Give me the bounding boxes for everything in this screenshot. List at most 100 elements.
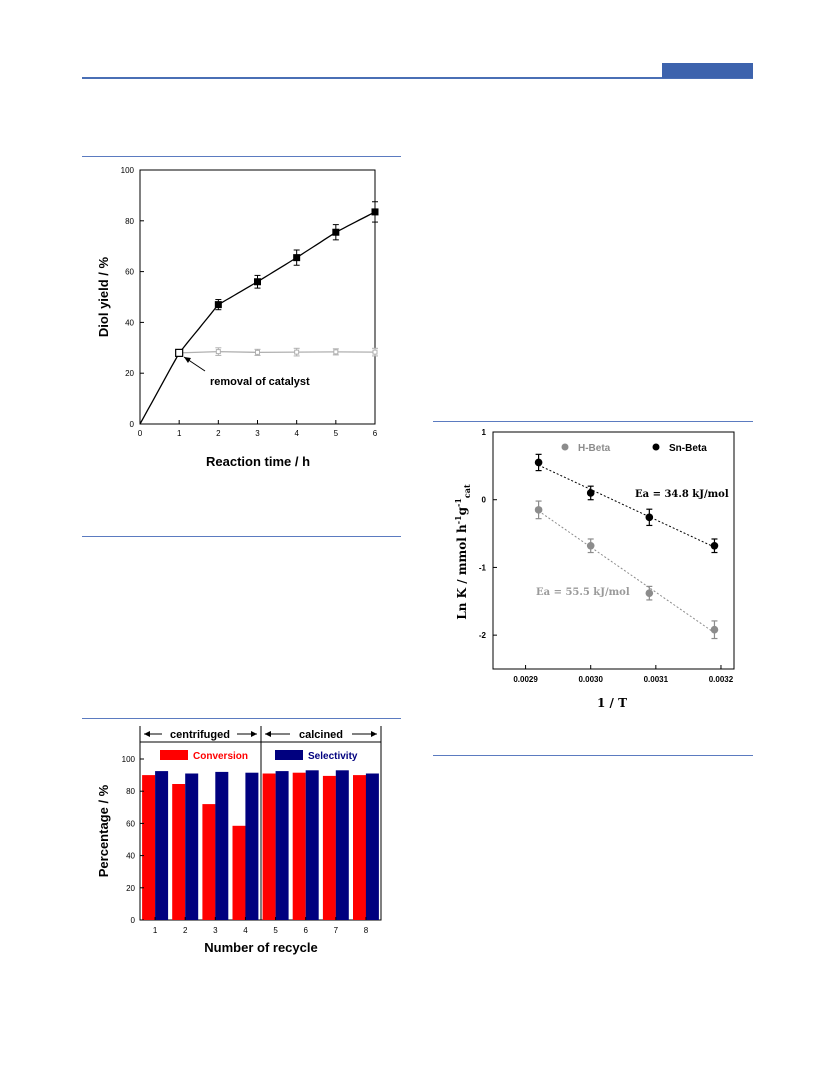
- data-point: [372, 349, 378, 355]
- x-tick-label: 0: [138, 429, 143, 438]
- header-accent-tab: [662, 63, 753, 78]
- y-tick-label: 20: [126, 884, 135, 893]
- bar-conversion: [262, 773, 276, 920]
- legend: H-Beta Sn-Beta: [561, 443, 707, 454]
- arrowhead: [144, 731, 150, 737]
- bar-selectivity: [155, 771, 169, 920]
- bar-conversion: [322, 775, 336, 920]
- data-point: [214, 301, 222, 309]
- bar-selectivity: [215, 771, 229, 920]
- y-axis-label: Diol yield / %: [96, 256, 111, 337]
- data-point: [645, 513, 654, 522]
- x-tick-label: 7: [334, 926, 339, 935]
- arrhenius-chart: 1 0 -1 -2 0.0029 0.0030 0.0031 0.0032 H-Beta S…: [453, 428, 735, 710]
- y-tick-label: 60: [126, 819, 135, 828]
- arrowhead: [265, 731, 271, 737]
- legend-swatch-conversion: [160, 750, 188, 760]
- recycle-chart: centrifuged calcined 0 20 40 60 80 100 1 2 3 4 5 6…: [96, 726, 382, 955]
- legend-label-h-beta: H-Beta: [578, 443, 611, 454]
- legend-label-selectivity: Selectivity: [308, 751, 358, 762]
- y-tick-label: 40: [125, 318, 134, 327]
- data-point: [255, 349, 260, 355]
- legend-marker-h-beta: [561, 443, 569, 451]
- data-point: [215, 349, 221, 355]
- y-tick-label: 80: [126, 787, 135, 796]
- annotation-text: removal of catalyst: [210, 376, 310, 388]
- data-point: [645, 589, 654, 597]
- data-point: [534, 458, 543, 467]
- bar-selectivity: [365, 773, 379, 920]
- fit-line: [538, 510, 715, 634]
- fit-label-h-beta: Ea = 55.5 kJ/mol: [536, 587, 630, 598]
- data-point: [293, 254, 301, 262]
- y-tick-label: 1: [482, 428, 487, 437]
- y-tick-label: 40: [126, 852, 135, 861]
- bar-selectivity: [185, 773, 199, 920]
- x-axis-label: 1 / T: [597, 696, 627, 710]
- data-point: [175, 348, 184, 357]
- section-rule: [82, 156, 401, 157]
- y-axis-label: Ln K / mmol h-1g-1cat: [453, 484, 472, 620]
- x-tick-label: 2: [183, 926, 188, 935]
- x-tick-label: 4: [294, 429, 299, 438]
- bar-selectivity: [335, 770, 349, 920]
- x-tick-label: 5: [273, 926, 278, 935]
- arrowhead: [371, 731, 377, 737]
- bar-conversion: [172, 784, 186, 920]
- section-rule: [433, 755, 753, 756]
- bar-conversion: [292, 772, 306, 920]
- legend-marker-sn-beta: [652, 443, 660, 451]
- x-axis-label: Number of recycle: [204, 940, 317, 955]
- y-tick-label: 60: [125, 268, 134, 277]
- x-tick-label: 1: [177, 429, 182, 438]
- section-rule: [82, 536, 401, 537]
- x-tick-label: 6: [303, 926, 308, 935]
- group-label-centrifuged: centrifuged: [170, 729, 230, 741]
- data-point: [371, 208, 379, 216]
- bar-conversion: [142, 775, 156, 920]
- bar-selectivity: [245, 772, 259, 920]
- x-tick-label: 0.0032: [709, 675, 734, 684]
- header-rule: [82, 77, 753, 79]
- x-tick-label: 8: [364, 926, 369, 935]
- after-removal-line: [179, 350, 376, 354]
- arrowhead: [251, 731, 257, 737]
- x-tick-label: 3: [255, 429, 260, 438]
- data-point: [294, 349, 300, 355]
- bar-conversion: [232, 825, 246, 920]
- fit-curve: [139, 211, 376, 425]
- bar-conversion: [353, 775, 366, 920]
- legend-label-sn-beta: Sn-Beta: [669, 443, 707, 454]
- data-point: [586, 541, 595, 550]
- section-rule: [82, 718, 401, 719]
- bar-selectivity: [275, 771, 289, 920]
- x-axis-label: Reaction time / h: [206, 454, 310, 469]
- y-tick-label: 0: [130, 420, 135, 429]
- bar-conversion: [202, 804, 216, 920]
- y-axis-label: Percentage / %: [96, 784, 111, 877]
- x-tick-label: 2: [216, 429, 221, 438]
- x-tick-label: 0.0029: [513, 675, 538, 684]
- y-tick-label: 0: [131, 916, 136, 925]
- y-tick-label: -2: [479, 631, 487, 640]
- data-point: [332, 228, 340, 236]
- y-tick-label: 80: [125, 217, 134, 226]
- y-tick-label: -1: [479, 563, 487, 572]
- arrowhead: [184, 357, 191, 363]
- diol-yield-chart: 0 20 40 60 80 100 0 1 2 3 4 5 6 Diol yield / % Reac…: [96, 166, 379, 469]
- data-point: [333, 349, 339, 355]
- fit-label-sn-beta: Ea = 34.8 kJ/mol: [635, 489, 729, 500]
- fit-line: [538, 464, 715, 548]
- data-point: [710, 541, 719, 550]
- section-rule: [433, 421, 753, 422]
- y-tick-label: 100: [121, 166, 135, 175]
- data-point: [254, 278, 261, 286]
- y-tick-label: 20: [125, 369, 134, 378]
- y-tick-label: 100: [122, 755, 136, 764]
- bar-selectivity: [305, 770, 319, 920]
- x-tick-label: 3: [213, 926, 218, 935]
- legend-label-conversion: Conversion: [193, 751, 248, 762]
- x-tick-label: 0.0031: [644, 675, 669, 684]
- x-tick-label: 4: [243, 926, 248, 935]
